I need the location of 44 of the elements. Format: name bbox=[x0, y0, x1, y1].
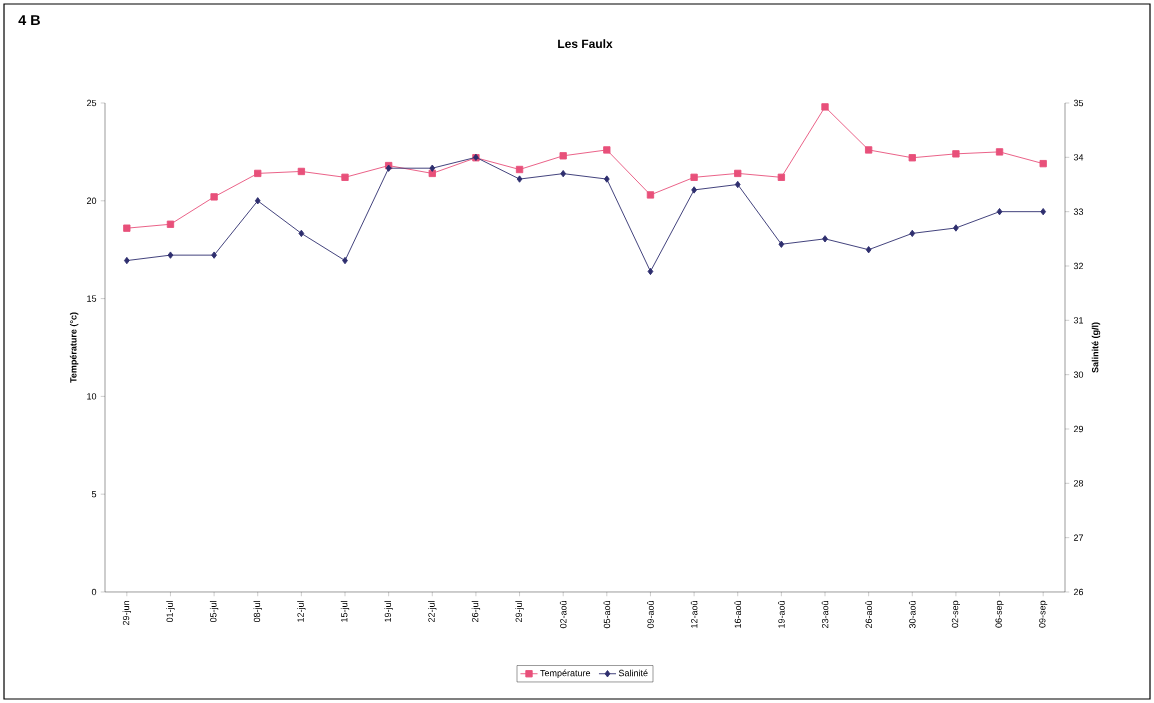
x-tick-label: 09-aoû bbox=[647, 601, 654, 629]
y-tick-label: 5 bbox=[91, 491, 97, 498]
x-tick-label: 19-jul bbox=[384, 601, 393, 622]
y2-tick-label: 30 bbox=[1073, 371, 1084, 378]
x-tick-label: 12-aoû bbox=[690, 601, 698, 628]
y2-tick-label: 34 bbox=[1073, 154, 1084, 161]
chart-title: Les Faulx bbox=[558, 39, 613, 48]
x-tick-label: 30-aoû bbox=[908, 601, 916, 629]
y2-tick-label: 32 bbox=[1073, 262, 1084, 270]
y-tick-label: 25 bbox=[86, 99, 97, 107]
y2-tick-label: 31 bbox=[1073, 317, 1084, 324]
x-tick-label: 23-aoû bbox=[821, 601, 829, 629]
x-tick-label: 29-jun bbox=[122, 601, 132, 626]
x-tick-label: 15-jul bbox=[340, 601, 350, 622]
x-tick-label: 02-sep bbox=[951, 600, 960, 628]
legend-label: Température bbox=[540, 669, 591, 679]
y2-tick-label: 29 bbox=[1073, 425, 1084, 433]
y-tick-label: 20 bbox=[86, 197, 97, 204]
x-tick-label: 26-jul bbox=[471, 601, 481, 623]
y2-axis-title: Salinité (g/l) bbox=[1091, 322, 1101, 373]
y2-tick-label: 28 bbox=[1073, 480, 1084, 487]
x-tick-label: 02-aoû bbox=[559, 601, 567, 629]
x-tick-label: 19-aoû bbox=[778, 601, 785, 628]
x-tick-label: 29-jul bbox=[515, 601, 524, 623]
x-tick-label: 26-aoû bbox=[865, 601, 872, 629]
y2-tick-label: 33 bbox=[1073, 208, 1084, 215]
x-tick-label: 22-jul bbox=[428, 601, 437, 623]
y2-tick-label: 35 bbox=[1073, 99, 1084, 107]
x-tick-label: 05-aoû bbox=[603, 601, 611, 629]
x-tick-label: 06-sep bbox=[995, 600, 1004, 628]
y-tick-label: 0 bbox=[91, 588, 97, 596]
y2-tick-label: 26 bbox=[1073, 588, 1084, 596]
y-tick-label: 15 bbox=[87, 295, 97, 302]
legend-label: Salinité bbox=[618, 669, 648, 677]
x-tick-label: 01-jul bbox=[166, 601, 175, 623]
x-tick-label: 05-jul bbox=[209, 601, 219, 623]
y2-tick-label: 27 bbox=[1073, 534, 1084, 541]
x-tick-label: 08-jul bbox=[253, 601, 262, 623]
x-tick-label: 12-jul bbox=[297, 601, 306, 622]
text: 4 B bbox=[18, 15, 40, 26]
y-axis-title: Température (°c) bbox=[69, 312, 79, 383]
x-tick-label: 16-aoû bbox=[734, 601, 742, 628]
y-tick-label: 10 bbox=[87, 393, 97, 400]
x-tick-label: 09-sep bbox=[1039, 600, 1048, 628]
